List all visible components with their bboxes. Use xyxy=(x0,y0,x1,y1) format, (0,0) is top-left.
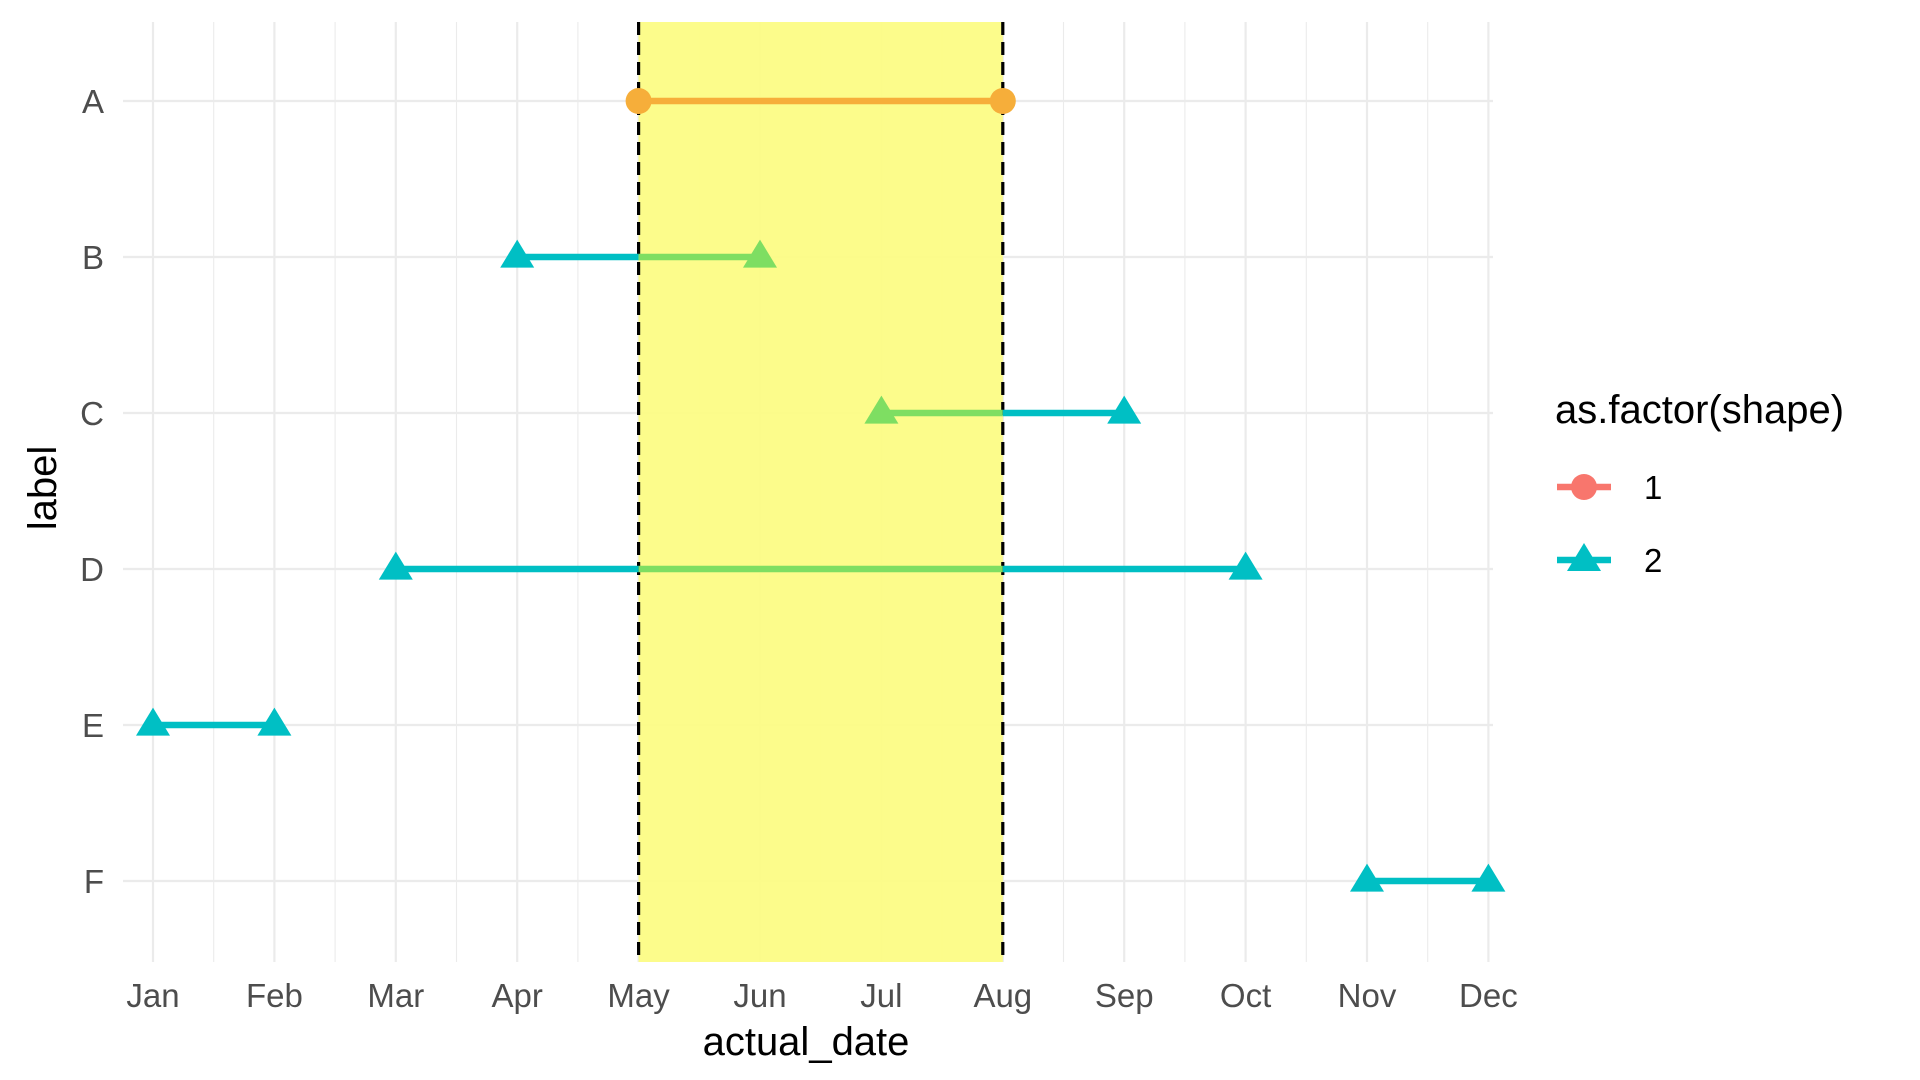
y-tick-label: D xyxy=(80,551,104,588)
y-tick-label: B xyxy=(82,239,104,276)
y-tick-label: C xyxy=(80,395,104,432)
x-tick-label: Feb xyxy=(246,977,303,1014)
x-axis-ticks: Jan Feb Mar Apr May Jun Jul Aug Sep Oct Nov Dec xyxy=(126,977,1517,1014)
point-c-start xyxy=(864,395,899,424)
point-d-end xyxy=(1228,551,1263,580)
point-f-start xyxy=(1350,863,1384,892)
reference-lines xyxy=(636,22,1005,962)
x-axis-title: actual_date xyxy=(703,1020,910,1064)
point-a-end xyxy=(989,88,1016,114)
y-axis-ticks: A B C D E F xyxy=(80,83,104,900)
x-tick-label: Nov xyxy=(1338,977,1397,1014)
legend-label: 1 xyxy=(1644,469,1662,506)
x-tick-label: Apr xyxy=(492,977,543,1014)
y-tick-label: A xyxy=(82,83,104,120)
x-tick-label: Dec xyxy=(1459,977,1518,1014)
highlight-region xyxy=(638,22,1003,962)
legend-label: 2 xyxy=(1644,542,1662,579)
series-segments xyxy=(136,88,1506,892)
legend-key-circle xyxy=(1571,474,1597,500)
x-tick-label: Jan xyxy=(126,977,179,1014)
point-d-start xyxy=(378,551,413,580)
point-e-start xyxy=(136,707,170,736)
x-tick-label: Aug xyxy=(973,977,1032,1014)
y-axis-title: label xyxy=(21,446,65,531)
x-tick-label: Mar xyxy=(367,977,424,1014)
highlight-rect xyxy=(638,22,1003,962)
point-f-end xyxy=(1471,863,1506,892)
legend-title: as.factor(shape) xyxy=(1555,388,1844,432)
x-tick-label: Oct xyxy=(1220,977,1271,1014)
point-a-start xyxy=(625,88,652,114)
legend: as.factor(shape) 12 xyxy=(1555,388,1844,579)
point-b-end xyxy=(743,239,777,268)
legend-key-triangle xyxy=(1567,543,1601,571)
legend-items: 12 xyxy=(1557,469,1662,579)
point-e-end xyxy=(257,707,292,736)
x-tick-label: Sep xyxy=(1095,977,1154,1014)
point-b-start xyxy=(500,239,535,268)
x-tick-label: Jun xyxy=(733,977,786,1014)
x-tick-label: Jul xyxy=(860,977,902,1014)
x-tick-label: May xyxy=(607,977,670,1014)
point-c-end xyxy=(1107,395,1142,424)
y-tick-label: F xyxy=(84,863,104,900)
y-tick-label: E xyxy=(82,707,104,744)
